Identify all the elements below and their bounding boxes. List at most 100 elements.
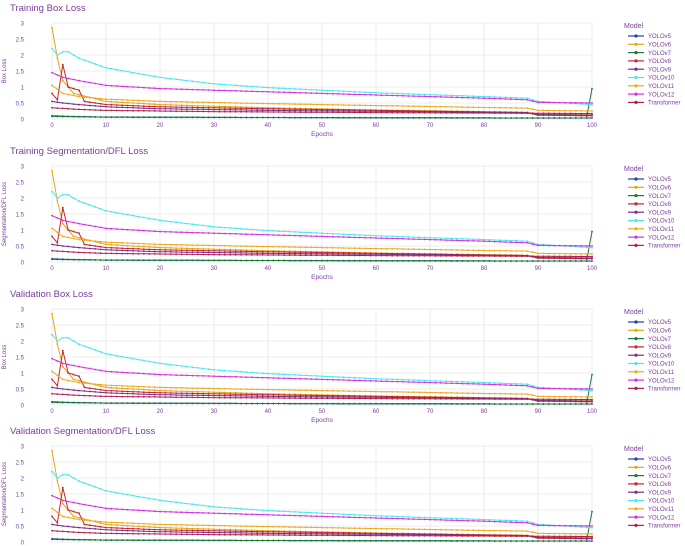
- data-point: [72, 230, 75, 233]
- data-point: [385, 254, 388, 257]
- data-point: [434, 112, 437, 114]
- data-point: [385, 235, 388, 238]
- data-point: [207, 106, 210, 109]
- data-point: [375, 539, 377, 542]
- data-point: [61, 486, 64, 489]
- data-point: [218, 248, 221, 251]
- data-point: [407, 539, 410, 542]
- data-point: [148, 246, 151, 248]
- data-point: [515, 239, 518, 242]
- data-point: [407, 93, 410, 95]
- data-point: [153, 87, 156, 90]
- data-point: [569, 260, 572, 262]
- data-point: [180, 396, 183, 399]
- data-point: [126, 104, 129, 107]
- data-point: [375, 396, 377, 399]
- data-point: [526, 403, 529, 405]
- data-point: [369, 116, 372, 119]
- data-point: [169, 110, 172, 112]
- data-point: [213, 387, 215, 390]
- data-point: [331, 254, 334, 257]
- data-point: [88, 116, 91, 118]
- data-point: [580, 102, 583, 104]
- data-point: [56, 374, 59, 377]
- data-point: [142, 509, 145, 512]
- data-point: [326, 539, 329, 542]
- data-point: [510, 250, 512, 252]
- data-point: [196, 387, 199, 390]
- data-point: [207, 387, 210, 390]
- data-point: [105, 259, 107, 261]
- data-point: [364, 91, 367, 94]
- legend-marker: [634, 100, 638, 104]
- data-point: [234, 533, 237, 536]
- data-point: [574, 101, 577, 104]
- data-point: [472, 520, 475, 522]
- data-point: [175, 501, 178, 504]
- data-point: [504, 529, 507, 532]
- data-point: [391, 237, 394, 240]
- data-point: [337, 534, 340, 537]
- data-point: [115, 527, 118, 529]
- data-point: [153, 218, 156, 221]
- data-point: [493, 96, 496, 98]
- data-point: [450, 535, 453, 537]
- data-point: [321, 539, 323, 542]
- data-point: [132, 116, 134, 119]
- data-point: [445, 105, 448, 108]
- data-point: [229, 512, 232, 515]
- data-point: [245, 90, 248, 93]
- data-point: [83, 100, 86, 103]
- data-point: [110, 210, 113, 213]
- data-point: [164, 107, 167, 110]
- data-point: [396, 259, 399, 262]
- data-point: [277, 532, 280, 535]
- data-point: [412, 111, 415, 114]
- data-point: [391, 390, 394, 393]
- data-point: [569, 109, 572, 112]
- data-point: [574, 114, 577, 116]
- data-point: [547, 260, 550, 262]
- data-point: [423, 93, 426, 96]
- data-point: [153, 533, 156, 535]
- x-tick-label: 80: [481, 409, 488, 415]
- data-point: [450, 239, 453, 242]
- data-point: [115, 211, 118, 214]
- data-point: [175, 243, 178, 246]
- data-point: [88, 539, 91, 541]
- data-point: [51, 227, 53, 230]
- data-point: [207, 539, 210, 542]
- data-point: [245, 245, 248, 248]
- data-point: [407, 518, 410, 520]
- data-point: [385, 111, 388, 114]
- data-point: [310, 108, 313, 111]
- data-point: [385, 94, 388, 97]
- data-point: [531, 100, 534, 102]
- data-point: [396, 380, 399, 383]
- data-point: [531, 521, 534, 524]
- data-point: [493, 392, 496, 395]
- data-point: [223, 528, 226, 531]
- data-point: [585, 117, 588, 119]
- data-point: [353, 390, 356, 393]
- data-point: [569, 537, 572, 539]
- data-point: [99, 532, 102, 535]
- data-point: [537, 244, 539, 247]
- data-point: [418, 397, 421, 400]
- data-point: [132, 71, 134, 74]
- data-point: [504, 112, 507, 114]
- data-point: [547, 524, 550, 527]
- data-point: [126, 493, 129, 496]
- data-point: [186, 529, 188, 532]
- data-point: [191, 253, 194, 256]
- data-point: [283, 394, 286, 396]
- data-point: [245, 376, 248, 379]
- data-point: [94, 252, 97, 254]
- data-point: [483, 255, 485, 257]
- data-point: [207, 391, 210, 393]
- data-point: [94, 245, 97, 247]
- data-point: [369, 247, 372, 250]
- legend-marker: [634, 386, 638, 390]
- data-point: [99, 83, 102, 86]
- data-point: [369, 111, 372, 114]
